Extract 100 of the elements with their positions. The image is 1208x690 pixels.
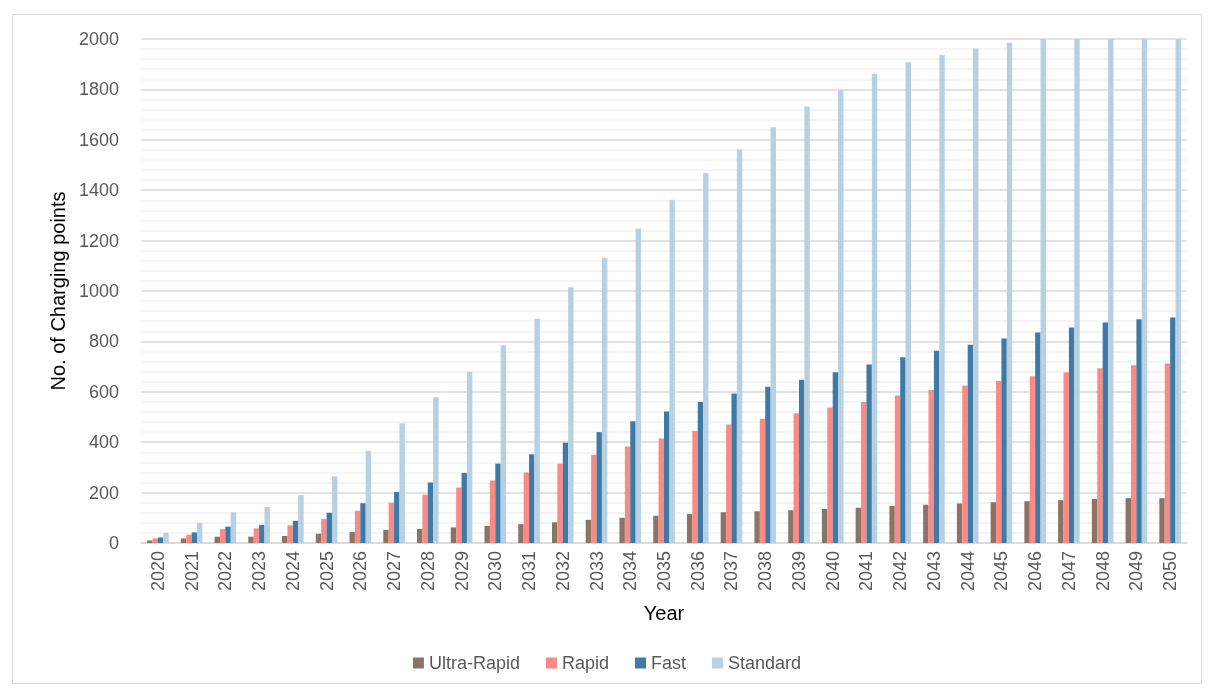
bar: [557, 463, 563, 543]
bar: [827, 407, 833, 543]
bar: [191, 532, 198, 543]
bar: [900, 357, 906, 543]
y-tick-label: 800: [88, 331, 119, 352]
bar: [456, 487, 462, 543]
bar: [433, 397, 439, 543]
bar: [619, 517, 625, 543]
bar: [1136, 319, 1142, 543]
bar: [186, 534, 192, 543]
bar: [349, 531, 355, 543]
bar: [720, 512, 727, 543]
bar: [264, 506, 270, 543]
bar: [450, 527, 457, 543]
x-tick-label: 2020: [147, 551, 168, 592]
x-tick-label: 2043: [923, 551, 944, 592]
bar: [1024, 501, 1030, 543]
bar: [315, 533, 322, 543]
bar: [1074, 39, 1080, 543]
bar: [1001, 338, 1007, 543]
bar: [562, 442, 569, 543]
x-tick-label: 2042: [890, 551, 911, 592]
bar: [821, 508, 828, 543]
bar: [855, 507, 862, 543]
bar: [1063, 372, 1069, 543]
bar: [1125, 498, 1131, 543]
bar: [871, 73, 878, 543]
bar: [601, 257, 608, 543]
bar: [697, 401, 704, 543]
bar: [230, 512, 237, 543]
x-tick-label: 2024: [282, 551, 303, 592]
bar: [624, 446, 631, 543]
bar: [630, 421, 636, 543]
x-tick-label: 2026: [350, 551, 371, 592]
bar: [417, 528, 423, 543]
bar: [422, 494, 428, 543]
bar: [866, 364, 872, 543]
bar: [585, 519, 592, 543]
bar: [518, 524, 524, 543]
bar: [1102, 322, 1109, 543]
bar: [461, 472, 467, 543]
bar: [1175, 39, 1181, 543]
x-tick-label: 2022: [215, 551, 236, 592]
bar: [1068, 327, 1075, 543]
bar: [147, 540, 153, 543]
x-tick-label: 2040: [822, 551, 843, 592]
bar: [219, 529, 226, 543]
bar: [326, 512, 332, 543]
y-tick-label: 400: [88, 432, 119, 453]
y-tick-label: 1400: [78, 180, 119, 201]
x-tick-label: 2029: [451, 551, 472, 592]
bar: [923, 504, 929, 543]
x-tick-label: 2041: [856, 551, 877, 592]
y-tick-label: 1000: [78, 281, 119, 301]
bar: [967, 344, 974, 543]
bar: [163, 532, 169, 543]
bar: [1159, 498, 1165, 543]
bar: [770, 127, 777, 543]
bar: [399, 423, 405, 543]
legend-label: Rapid: [561, 653, 609, 673]
bar: [669, 199, 675, 543]
bar: [804, 106, 810, 543]
bar: [933, 350, 940, 543]
y-tick-label: 200: [88, 482, 119, 503]
bar: [157, 537, 164, 543]
bar: [653, 515, 659, 543]
bar: [956, 503, 963, 543]
x-tick-label: 2031: [519, 551, 540, 592]
bar: [664, 411, 670, 543]
bar: [331, 476, 338, 543]
x-tick-label: 2038: [755, 551, 776, 592]
bar: [1035, 332, 1041, 543]
bar: [495, 463, 501, 543]
x-tick-label: 2046: [1025, 551, 1046, 592]
bar: [1058, 500, 1064, 543]
bar: [692, 430, 698, 543]
y-axis-title: No. of Charging points: [47, 191, 70, 391]
x-tick-label: 2037: [721, 551, 742, 592]
legend-label: Ultra-Rapid: [428, 653, 520, 673]
bar: [1097, 368, 1103, 543]
y-tick-label: 0: [108, 533, 119, 553]
bar: [1006, 42, 1013, 543]
bar: [596, 432, 602, 543]
x-tick-label: 2036: [687, 551, 708, 592]
bar: [388, 502, 395, 543]
legend-label: Standard: [728, 653, 802, 673]
bar: [838, 89, 844, 543]
bar: [354, 510, 361, 543]
bar: [248, 536, 254, 543]
bar: [1170, 317, 1176, 543]
y-tick-label: 600: [88, 381, 119, 402]
bar: [360, 503, 366, 543]
bar: [500, 345, 507, 543]
bar: [259, 524, 265, 543]
bar: [489, 480, 496, 543]
bar: [180, 538, 187, 543]
bar: [484, 525, 490, 543]
bar: [394, 492, 400, 543]
y-tick-label: 1200: [78, 230, 119, 251]
x-tick-label: 2034: [620, 551, 641, 592]
